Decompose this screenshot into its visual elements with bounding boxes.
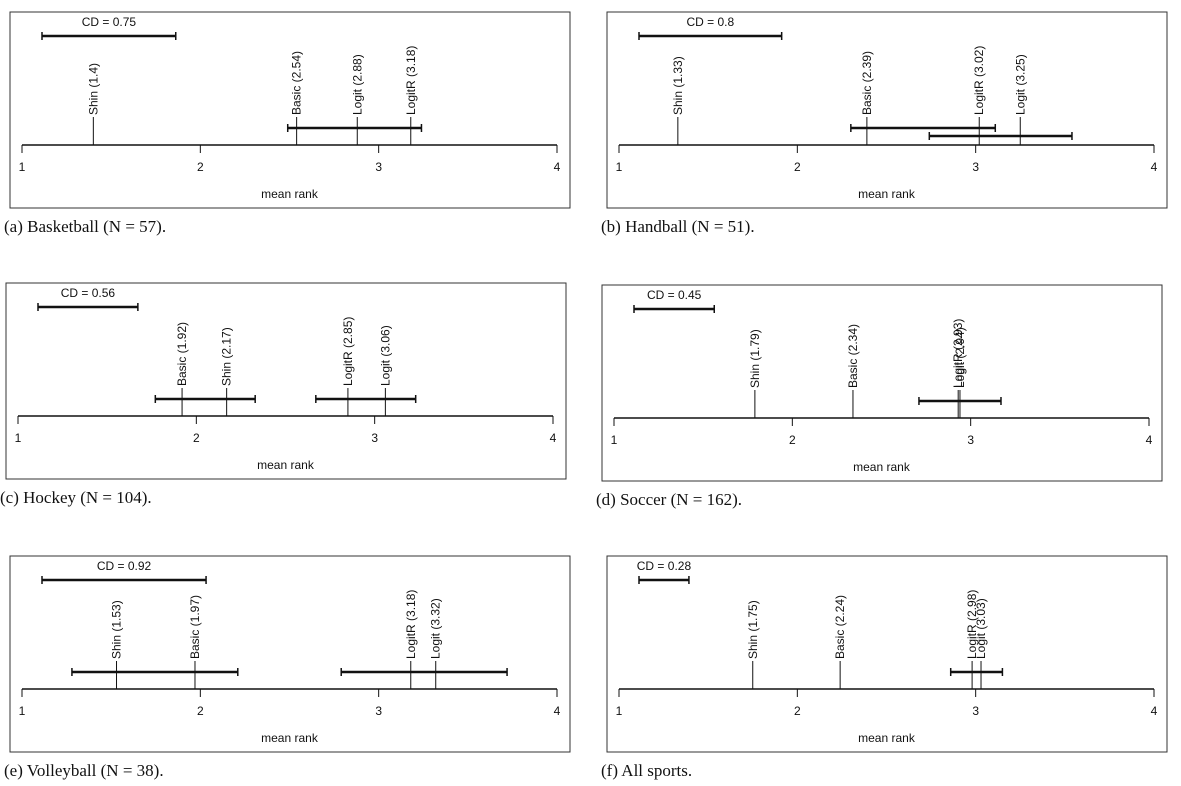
- method-label: Basic (1.97): [188, 595, 202, 659]
- method-label: LogitR (2.93): [951, 319, 965, 388]
- panel-frame: [9, 11, 571, 209]
- x-tick-label: 4: [1146, 433, 1153, 447]
- x-tick-label: 3: [375, 160, 382, 174]
- method-label: Shin (1.53): [110, 600, 124, 659]
- x-axis-label: mean rank: [858, 187, 916, 201]
- x-tick-label: 3: [375, 704, 382, 718]
- x-tick-label: 3: [371, 431, 378, 445]
- x-tick-label: 3: [972, 160, 979, 174]
- panel-frame: [606, 11, 1168, 209]
- method-label: LogitR (3.18): [404, 46, 418, 115]
- method-label: Basic (2.34): [846, 324, 860, 388]
- panel-caption: (b) Handball (N = 51).: [601, 217, 755, 236]
- cd-label: CD = 0.8: [686, 15, 734, 29]
- method-label: Logit (3.03): [974, 598, 988, 659]
- method-label: LogitR (3.02): [972, 46, 986, 115]
- method-label: Basic (1.92): [175, 322, 189, 386]
- panel-caption: (c) Hockey (N = 104).: [0, 488, 152, 507]
- cd-label: CD = 0.92: [97, 559, 152, 573]
- x-tick-label: 2: [794, 160, 801, 174]
- x-tick-label: 3: [967, 433, 974, 447]
- panel-caption: (e) Volleyball (N = 38).: [4, 761, 164, 780]
- panel-frame: [606, 555, 1168, 753]
- method-label: Basic (2.24): [833, 595, 847, 659]
- x-tick-label: 2: [789, 433, 796, 447]
- x-tick-label: 3: [972, 704, 979, 718]
- method-label: Shin (1.75): [746, 600, 760, 659]
- method-label: Logit (3.06): [378, 325, 392, 386]
- x-tick-label: 2: [197, 704, 204, 718]
- x-axis-label: mean rank: [853, 460, 911, 474]
- cd-label: CD = 0.28: [637, 559, 692, 573]
- panel-frame: [5, 282, 567, 480]
- method-label: Basic (2.54): [290, 51, 304, 115]
- cd-label: CD = 0.56: [61, 286, 116, 300]
- x-tick-label: 4: [1151, 704, 1158, 718]
- cd-label: CD = 0.45: [647, 288, 702, 302]
- x-tick-label: 4: [1151, 160, 1158, 174]
- method-label: Basic (2.39): [860, 51, 874, 115]
- x-tick-label: 1: [19, 704, 26, 718]
- x-tick-label: 2: [193, 431, 200, 445]
- x-axis-label: mean rank: [261, 731, 319, 745]
- method-label: Logit (3.25): [1013, 54, 1027, 115]
- panel-caption: (f) All sports.: [601, 761, 692, 780]
- method-label: Shin (1.33): [671, 56, 685, 115]
- x-tick-label: 2: [794, 704, 801, 718]
- method-label: LogitR (2.98): [965, 590, 979, 659]
- method-label: Logit (3.32): [429, 598, 443, 659]
- method-label: LogitR (3.18): [404, 590, 418, 659]
- x-tick-label: 4: [550, 431, 557, 445]
- panel-frame: [9, 555, 571, 753]
- method-label: Logit (2.94): [953, 327, 967, 388]
- panel-caption: (a) Basketball (N = 57).: [4, 217, 166, 236]
- x-axis-label: mean rank: [858, 731, 916, 745]
- x-axis-label: mean rank: [257, 458, 315, 472]
- x-tick-label: 1: [611, 433, 618, 447]
- x-axis-label: mean rank: [261, 187, 319, 201]
- method-label: Shin (1.79): [748, 329, 762, 388]
- method-label: Logit (2.88): [350, 54, 364, 115]
- method-label: Shin (2.17): [220, 327, 234, 386]
- x-tick-label: 4: [554, 704, 561, 718]
- x-tick-label: 1: [616, 160, 623, 174]
- x-tick-label: 1: [616, 704, 623, 718]
- panel-frame: [601, 284, 1163, 482]
- cd-label: CD = 0.75: [82, 15, 137, 29]
- x-tick-label: 1: [15, 431, 22, 445]
- method-label: LogitR (2.85): [341, 317, 355, 386]
- x-tick-label: 4: [554, 160, 561, 174]
- panel-caption: (d) Soccer (N = 162).: [596, 490, 742, 509]
- x-tick-label: 2: [197, 160, 204, 174]
- x-tick-label: 1: [19, 160, 26, 174]
- method-label: Shin (1.4): [86, 63, 100, 115]
